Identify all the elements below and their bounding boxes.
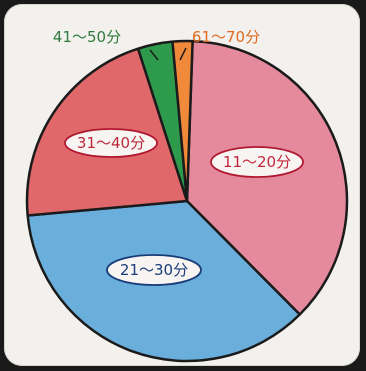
pie-slice xyxy=(171,39,194,203)
slice-label-bubble xyxy=(210,146,304,178)
slice-label: 31～40分 xyxy=(77,134,145,152)
slice-label: 61～70分 xyxy=(192,28,260,46)
slice-label: 11～20分 xyxy=(223,153,291,171)
pie-slice xyxy=(185,39,349,316)
leader-line xyxy=(179,47,187,61)
slice-label: 21～30分 xyxy=(120,261,188,279)
slice-label-bubble xyxy=(106,254,202,286)
leader-line xyxy=(149,49,159,61)
slice-label-bubble xyxy=(64,128,158,158)
slice-label: 41～50分 xyxy=(53,28,121,46)
